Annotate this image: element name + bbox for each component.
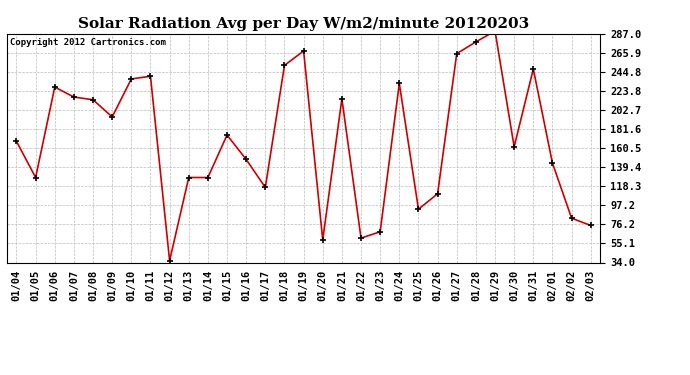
Title: Solar Radiation Avg per Day W/m2/minute 20120203: Solar Radiation Avg per Day W/m2/minute … bbox=[78, 17, 529, 31]
Text: Copyright 2012 Cartronics.com: Copyright 2012 Cartronics.com bbox=[10, 38, 166, 47]
